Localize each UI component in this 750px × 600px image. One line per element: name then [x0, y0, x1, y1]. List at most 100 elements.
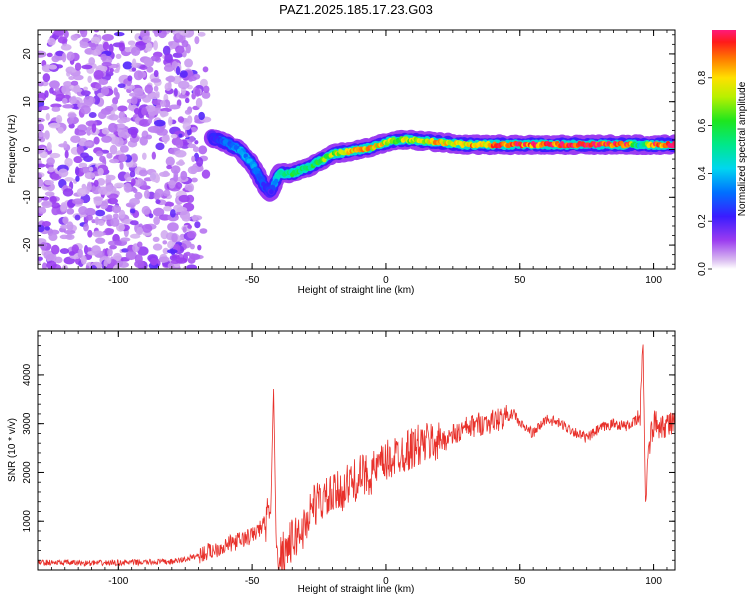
noise-blob	[100, 86, 110, 96]
noise-blob	[66, 208, 75, 215]
noise-blob	[155, 142, 165, 151]
noise-blob	[48, 122, 61, 129]
noise-blob	[153, 85, 159, 92]
noise-blob	[101, 127, 110, 135]
noise-blob	[97, 111, 107, 120]
noise-blob	[144, 84, 154, 94]
snr-frame	[37, 330, 676, 571]
spectrogram-x-ticks: -100 -50 0 50 100	[37, 30, 668, 286]
noise-blob	[99, 155, 106, 163]
noise-blob	[186, 264, 198, 269]
noise-blob	[81, 64, 93, 70]
noise-blob	[131, 58, 137, 67]
noise-blob	[54, 256, 63, 264]
noise-blob	[201, 169, 211, 179]
noise-blob	[135, 92, 147, 99]
noise-blob	[175, 45, 185, 54]
noise-blob	[82, 166, 90, 174]
noise-blob	[178, 80, 190, 90]
noise-blob	[101, 62, 112, 67]
noise-blob	[169, 202, 175, 207]
noise-blob	[109, 144, 118, 155]
noise-blob	[171, 60, 178, 69]
noise-blob	[78, 162, 88, 168]
noise-blob	[76, 145, 85, 155]
noise-blob	[163, 133, 168, 144]
noise-blob	[67, 119, 74, 125]
noise-blob	[180, 170, 188, 181]
noise-blob	[47, 166, 55, 173]
noise-blob	[141, 107, 148, 116]
noise-blob	[47, 37, 56, 46]
noise-blob	[141, 205, 151, 215]
noise-blob	[125, 250, 137, 261]
noise-blob	[84, 171, 96, 180]
noise-blob	[38, 163, 46, 168]
noise-blob	[60, 202, 67, 212]
noise-blob	[143, 189, 150, 199]
noise-blob	[163, 64, 175, 72]
noise-blob	[55, 114, 63, 124]
noise-blob	[91, 245, 101, 255]
noise-blob	[51, 55, 60, 63]
noise-blob	[115, 53, 122, 60]
noise-blob	[105, 214, 113, 220]
noise-blob	[130, 46, 141, 57]
noise-blob	[80, 105, 91, 115]
colorbar-tick-label: 0.2	[697, 214, 708, 228]
noise-blob	[103, 259, 108, 268]
noise-blob	[91, 49, 102, 56]
noise-blob	[62, 188, 74, 197]
noise-blob	[108, 240, 117, 246]
noise-blob	[49, 80, 60, 89]
noise-blob	[38, 105, 50, 111]
noise-blob	[86, 181, 92, 192]
noise-blob	[114, 240, 122, 246]
noise-blob	[199, 228, 208, 234]
noise-blob	[68, 96, 77, 105]
noise-blob	[93, 30, 100, 33]
noise-blob	[117, 83, 126, 89]
noise-blob	[175, 66, 181, 76]
noise-blob	[88, 112, 97, 119]
noise-blob	[166, 30, 176, 33]
noise-blob	[168, 179, 176, 189]
noise-blob	[187, 115, 193, 125]
noise-blob	[133, 107, 140, 115]
noise-blob	[170, 133, 178, 139]
noise-blob	[129, 220, 139, 226]
noise-blob	[117, 261, 130, 268]
noise-blob	[59, 248, 70, 254]
noise-blob	[159, 100, 167, 107]
noise-blob	[108, 43, 114, 54]
noise-blob	[111, 204, 122, 214]
noise-blob	[97, 167, 104, 176]
noise-blob	[152, 207, 165, 217]
noise-blob	[178, 159, 185, 167]
noise-blob	[202, 66, 209, 73]
noise-blob	[126, 176, 132, 182]
noise-blob	[83, 223, 89, 232]
noise-blob	[48, 64, 58, 70]
noise-blob	[114, 182, 125, 188]
noise-blob	[126, 81, 132, 87]
noise-blob	[164, 53, 173, 63]
noise-blob	[118, 153, 128, 162]
x-tick-label: 100	[645, 275, 662, 286]
noise-blob	[164, 82, 172, 92]
noise-blob	[168, 116, 173, 126]
y-tick-label: 1000	[22, 510, 33, 533]
noise-blob	[100, 53, 108, 61]
noise-blob	[175, 138, 184, 149]
noise-blob	[61, 52, 67, 63]
noise-blob	[44, 90, 49, 98]
noise-blob	[139, 136, 148, 146]
noise-blob	[177, 116, 185, 123]
noise-blob	[88, 166, 94, 172]
noise-blob	[148, 213, 154, 219]
noise-blob	[191, 215, 203, 221]
noise-blob	[51, 106, 61, 112]
noise-blob	[198, 111, 205, 121]
noise-blob	[80, 30, 88, 38]
